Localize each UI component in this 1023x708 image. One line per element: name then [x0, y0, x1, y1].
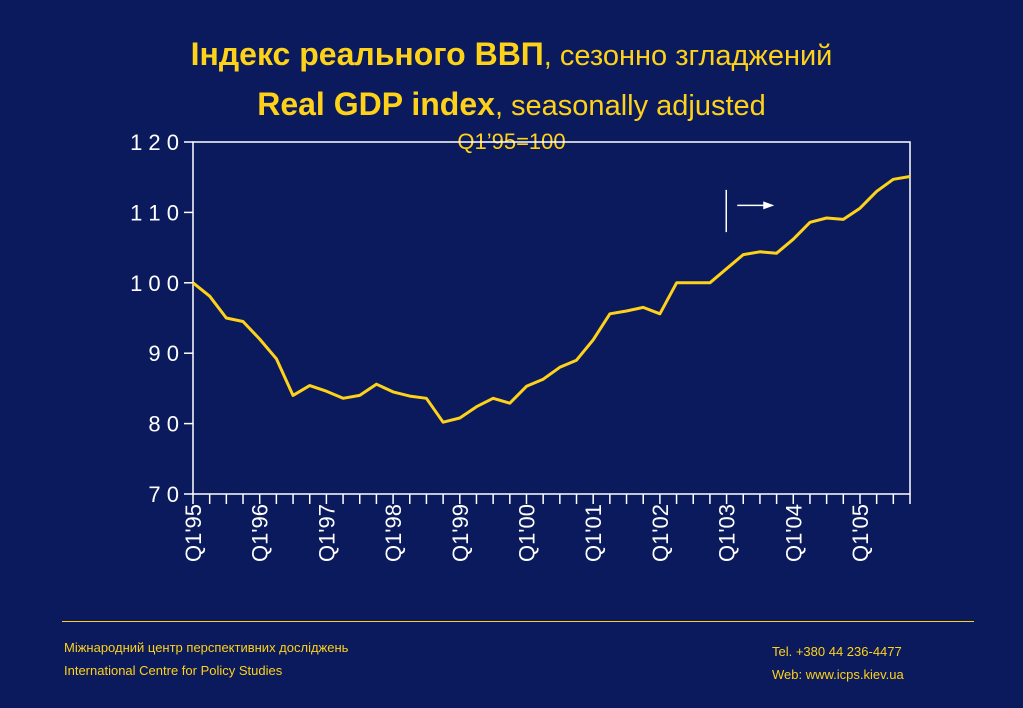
x-tick-label: Q1'02 — [648, 504, 673, 562]
x-axis-ticks: Q1'95 Q1'96 Q1'97 Q1'98 Q1'99 Q1'00 Q1'01 Q1'02… — [181, 494, 911, 562]
chart-annotation — [725, 189, 775, 233]
footer-contacts: Tel. +380 44 236-4477 Web: www.icps.kiev… — [772, 640, 904, 686]
footer-divider — [62, 621, 974, 622]
x-tick-label: Q1'04 — [781, 504, 806, 562]
y-tick-label: 7 0 — [148, 482, 179, 507]
org-name-ua: Міжнародний центр перспективних дослідже… — [64, 640, 349, 655]
x-tick-label: Q1'97 — [314, 504, 339, 562]
annotation-arrow-head — [763, 201, 775, 210]
org-name-en: International Centre for Policy Studies — [64, 663, 283, 678]
title-ua-bold: Індекс реального ВВП — [190, 36, 544, 72]
chart-series — [192, 175, 911, 424]
website-link[interactable]: Web: www.icps.kiev.ua — [772, 667, 904, 682]
chart-axes — [192, 141, 911, 495]
y-tick-label: 1 0 0 — [130, 271, 179, 296]
title-en-bold: Real GDP index — [257, 86, 495, 122]
y-tick-label: 9 0 — [148, 341, 179, 366]
x-tick-label: Q1'98 — [381, 504, 406, 562]
x-tick-label: Q1'01 — [581, 504, 606, 562]
x-tick-label: Q1'99 — [448, 504, 473, 562]
x-tick-label: Q1'00 — [514, 504, 539, 562]
plot-frame — [192, 141, 911, 495]
y-tick-label: 1 1 0 — [130, 200, 179, 225]
title-ua: Індекс реального ВВП, сезонно згладжений — [0, 30, 1023, 80]
x-tick-label: Q1'05 — [848, 504, 873, 562]
x-tick-label: Q1'03 — [715, 504, 740, 562]
y-tick-label: 1 2 0 — [130, 130, 179, 155]
x-tick-label: Q1'96 — [248, 504, 273, 562]
title-en: Real GDP index, seasonally adjusted — [0, 80, 1023, 130]
y-tick-label: 8 0 — [148, 412, 179, 437]
gdp-series-line — [192, 175, 911, 424]
y-axis-ticks: 7 0 8 0 9 0 1 0 0 1 1 0 1 2 0 — [130, 130, 193, 507]
phone-number: Tel. +380 44 236-4477 — [772, 644, 902, 659]
title-en-light: , seasonally adjusted — [494, 90, 766, 122]
title-ua-light: , сезонно згладжений — [543, 40, 833, 72]
footer-organization: Міжнародний центр перспективних дослідже… — [64, 636, 348, 682]
x-tick-label: Q1'95 — [181, 504, 206, 562]
